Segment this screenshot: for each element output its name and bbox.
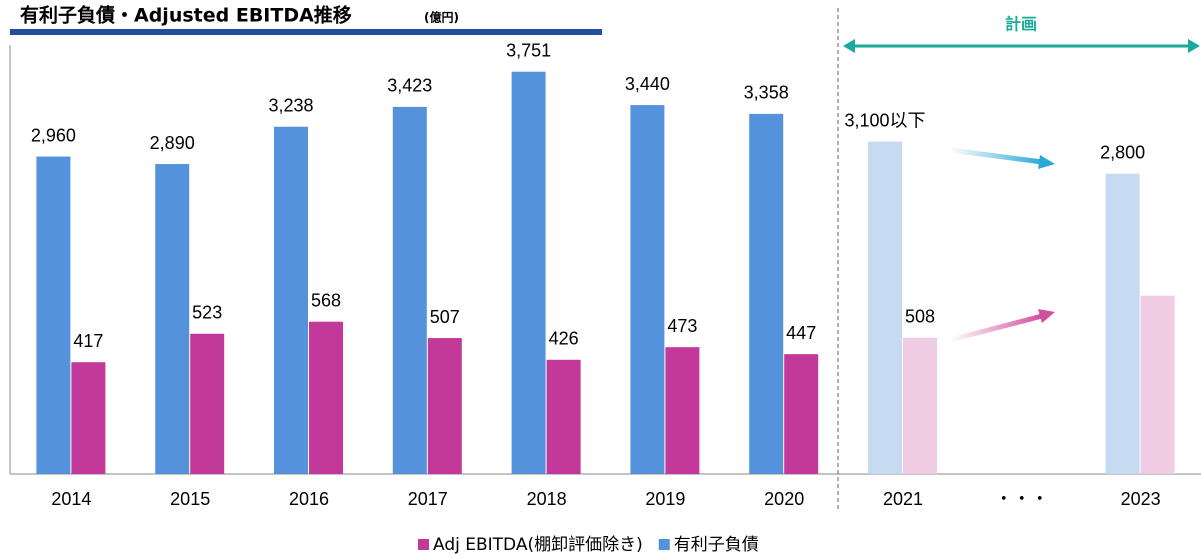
bar: [190, 333, 225, 474]
title-underline: [10, 29, 602, 35]
chart-title: 有利子負債・Adjusted EBITDA推移: [20, 4, 352, 27]
value-label: 2,890: [150, 133, 195, 153]
bar: [903, 337, 937, 474]
x-tick-label: 2018: [527, 489, 567, 509]
bar: [392, 106, 427, 475]
value-label: 417: [73, 331, 103, 351]
x-tick-label: 2023: [1121, 489, 1161, 509]
trend-arrow-ebitda: [949, 309, 1055, 343]
bar: [630, 105, 665, 474]
x-tick-label: 2014: [51, 489, 91, 509]
bar: [274, 126, 308, 475]
value-label: 523: [192, 303, 222, 323]
bar: [665, 347, 700, 474]
value-label: 473: [667, 316, 697, 336]
legend-label: Adj EBITDA(棚卸評価除き): [433, 535, 643, 555]
bar: [868, 141, 902, 474]
value-label: 2,960: [31, 125, 76, 145]
plan-label: 計画: [1005, 15, 1037, 34]
value-label: 3,751: [506, 40, 551, 60]
bar: [784, 354, 819, 474]
x-tick-label: 2015: [170, 489, 210, 509]
bar: [1105, 173, 1140, 474]
value-label: 447: [786, 323, 816, 343]
value-label: 568: [311, 290, 341, 310]
x-tick-label: 2021: [883, 489, 923, 509]
x-tick-label: 2017: [408, 489, 448, 509]
bar: [427, 338, 462, 474]
value-label: 426: [549, 329, 579, 349]
bar: [511, 71, 546, 474]
value-label: 3,358: [744, 83, 789, 103]
legend-label: 有利子負債: [674, 535, 759, 555]
value-label: 507: [430, 307, 460, 327]
value-label: 508: [905, 307, 935, 327]
plan-arrow: [843, 39, 1200, 53]
legend-swatch: [418, 539, 429, 550]
bar: [309, 321, 343, 474]
value-label: 3,440: [625, 74, 670, 94]
x-tick-label: 2020: [764, 489, 804, 509]
trend-arrow-debt: [949, 147, 1055, 169]
bar: [155, 164, 190, 475]
value-label: 2,800: [1100, 142, 1145, 162]
value-label: 3,100以下: [844, 110, 925, 130]
chart-subtitle: (億円): [424, 10, 459, 25]
x-tick-label: ・・・: [995, 489, 1049, 509]
legend-swatch: [658, 539, 670, 550]
bar: [546, 359, 581, 474]
bar: [749, 113, 784, 475]
x-tick-label: 2016: [289, 489, 329, 509]
value-label: 3,423: [387, 76, 432, 96]
bar: [1140, 295, 1175, 474]
value-label: 3,238: [268, 95, 313, 115]
bar: [71, 362, 106, 474]
bar: [36, 156, 71, 475]
x-tick-label: 2019: [645, 489, 685, 509]
